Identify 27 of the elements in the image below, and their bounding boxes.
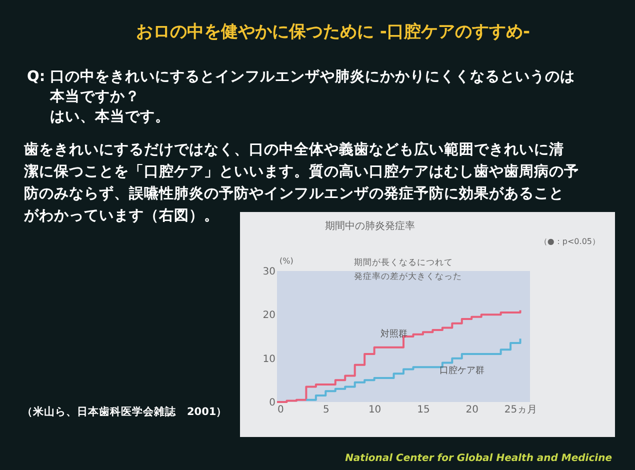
chart-title: おロの中を健やかに保つために -口腔ケアのすすめ- — [136, 22, 530, 42]
y-tick-label: 20 — [262, 310, 276, 322]
annotation: 発症率の差が大きくなった — [354, 271, 462, 282]
text: 本当ですか？ — [49, 88, 140, 105]
text: （●：p<0.05） — [539, 237, 600, 246]
x-tick-label: 0 — [278, 404, 284, 416]
y-axis-title: (%) — [280, 256, 294, 266]
text: 歯をきれいにするだけではなく、口の中全体や義歯なども広い範囲できれいに清 — [23, 140, 564, 158]
y-tick-label: 0 — [269, 398, 276, 408]
x-tick-label: 25ヵ月 — [504, 404, 538, 416]
text: （米山ら、日本歯科医学会雑誌 2001） — [22, 405, 228, 418]
x-tick-label: 20 — [466, 404, 478, 416]
text: 潔に保つことを「口腔ケア」といいます。質の高い口腔ケアはむし歯や歯周病の予 — [23, 162, 579, 180]
x-tick-label: 10 — [368, 404, 382, 416]
series-label: 口腔ケア群 — [439, 364, 484, 376]
text: National Center for Global Health and Medicine — [345, 453, 612, 464]
text: Q: 口の中をきれいにするとインフルエンザや肺炎にかかりにくくなるというのは — [27, 68, 576, 85]
text: がわかっています（右図）。 — [23, 207, 219, 224]
text: はい、本当です。 — [50, 108, 170, 125]
series-label: 対照群 — [380, 328, 408, 340]
text: 防のみならず、誤嚥性肺炎の予防やインフルエンザの発症予防に効果があること — [24, 185, 564, 202]
y-tick-label: 10 — [262, 354, 276, 365]
chart-subtitle: 期間中の肺炎発症率 — [325, 220, 415, 232]
x-tick-label: 5 — [322, 404, 330, 416]
x-tick-label: 15 — [417, 404, 430, 416]
y-tick-label: 30 — [262, 266, 276, 278]
text: 期間が長くなるにつれて — [354, 257, 453, 268]
